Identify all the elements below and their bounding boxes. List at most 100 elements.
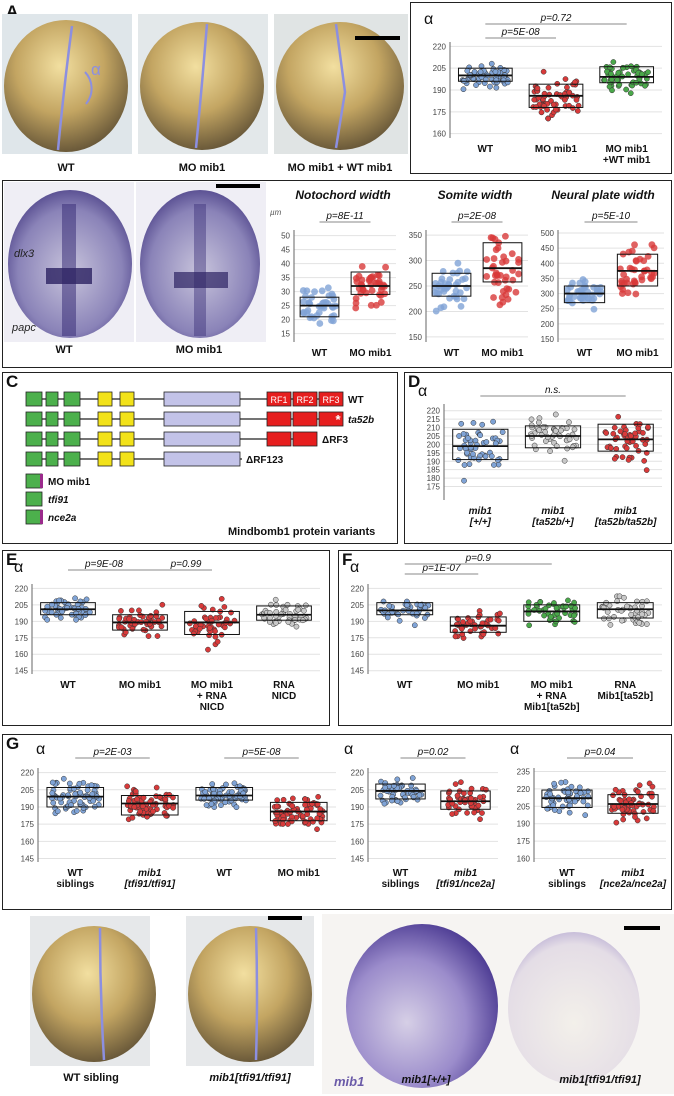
data-point	[352, 304, 360, 312]
data-point	[456, 433, 462, 439]
x-tick-label: MO mib1	[535, 144, 578, 155]
tick-label: 205	[517, 802, 531, 811]
box	[541, 789, 593, 808]
unit-label: µm	[270, 208, 282, 217]
data-point	[452, 781, 459, 787]
tick-label: 220	[21, 769, 35, 778]
x-tick-label: RNA	[614, 680, 636, 691]
box	[256, 605, 312, 621]
tick-label: 215	[427, 415, 441, 424]
data-point	[500, 253, 508, 261]
data-point	[205, 646, 211, 653]
data-point	[396, 617, 403, 624]
data-point	[455, 457, 462, 463]
tick-label: 210	[427, 424, 441, 433]
tick-label: 200	[409, 307, 423, 316]
data-point	[302, 602, 309, 609]
p-value-label: p=2E-08	[457, 211, 497, 222]
data-point	[272, 596, 279, 603]
data-point	[633, 442, 639, 449]
tick-label: 30	[281, 288, 290, 297]
data-point	[158, 623, 165, 630]
x-tick-label: MO mib1	[349, 348, 392, 359]
x-tick-label: Mib1[ta52b]	[597, 691, 653, 702]
data-point	[631, 266, 638, 274]
tick-label: 220	[351, 584, 365, 593]
data-point	[273, 609, 280, 615]
p-value-label: n.s.	[545, 385, 561, 396]
variant-label: ΔRF3	[322, 435, 349, 446]
data-point	[449, 811, 455, 817]
ankyrin-domain	[163, 411, 241, 427]
tick-label: 250	[541, 305, 555, 314]
x-tick-label: MO mib1	[119, 680, 162, 691]
embryo-images-a	[0, 14, 410, 164]
data-point	[73, 616, 79, 623]
panel-b-images	[4, 182, 266, 342]
tick-label: 160	[433, 130, 447, 139]
box	[482, 242, 523, 283]
data-point	[616, 81, 623, 88]
data-point	[126, 616, 133, 622]
data-point	[218, 802, 224, 809]
data-point	[467, 618, 474, 625]
box	[523, 604, 581, 622]
data-point	[330, 312, 338, 320]
green-domain	[63, 411, 81, 427]
data-point	[632, 814, 638, 820]
data-point	[459, 631, 466, 638]
data-point	[566, 89, 573, 96]
data-point	[454, 259, 462, 267]
data-point	[618, 290, 626, 297]
data-point	[643, 621, 650, 627]
ring-domain	[266, 391, 292, 407]
data-point	[639, 598, 646, 605]
x-tick-label: mib1	[454, 868, 478, 879]
data-point	[460, 86, 467, 93]
variant-label: tfi91	[48, 495, 69, 506]
p-value-label: p=0.9	[465, 553, 492, 564]
data-point	[579, 276, 587, 283]
tick-label: 205	[433, 64, 447, 73]
data-point	[221, 604, 228, 610]
data-point	[483, 786, 489, 793]
data-point	[487, 83, 493, 90]
data-point	[571, 612, 577, 619]
yellow-domain	[97, 411, 113, 427]
data-point	[493, 272, 501, 279]
data-point	[623, 445, 630, 452]
data-point	[377, 792, 384, 799]
diagram-caption: Mindbomb1 protein variants	[228, 526, 376, 538]
data-point	[452, 628, 458, 634]
panel-g-frame	[2, 734, 672, 910]
tick-label: 190	[427, 457, 441, 466]
data-point	[446, 788, 453, 795]
data-point	[302, 796, 308, 802]
box	[452, 428, 509, 461]
panel-letter-d: D	[408, 372, 421, 391]
embryo-rescue	[276, 22, 404, 150]
data-point	[648, 241, 656, 249]
data-point	[452, 633, 459, 640]
data-point	[134, 796, 140, 803]
data-point	[584, 802, 591, 809]
data-point	[540, 68, 547, 75]
data-point	[375, 278, 383, 285]
data-point	[611, 803, 617, 810]
embryo-h-mut	[188, 926, 312, 1062]
tick-label: 235	[517, 767, 531, 776]
data-point	[552, 411, 559, 418]
x-tick-label: MO mib1	[616, 348, 659, 359]
image-label-h-2: mib1[tfi91/tfi91]	[209, 1072, 291, 1084]
data-point	[634, 598, 640, 605]
embryo-h-wt	[32, 926, 156, 1062]
data-point	[480, 631, 487, 638]
tick-label: 190	[433, 86, 447, 95]
x-tick-label: + RNA	[197, 691, 227, 702]
data-point	[458, 779, 464, 786]
data-point	[457, 302, 465, 310]
data-point	[453, 295, 461, 303]
x-tick-label: MO mib1	[481, 348, 524, 359]
